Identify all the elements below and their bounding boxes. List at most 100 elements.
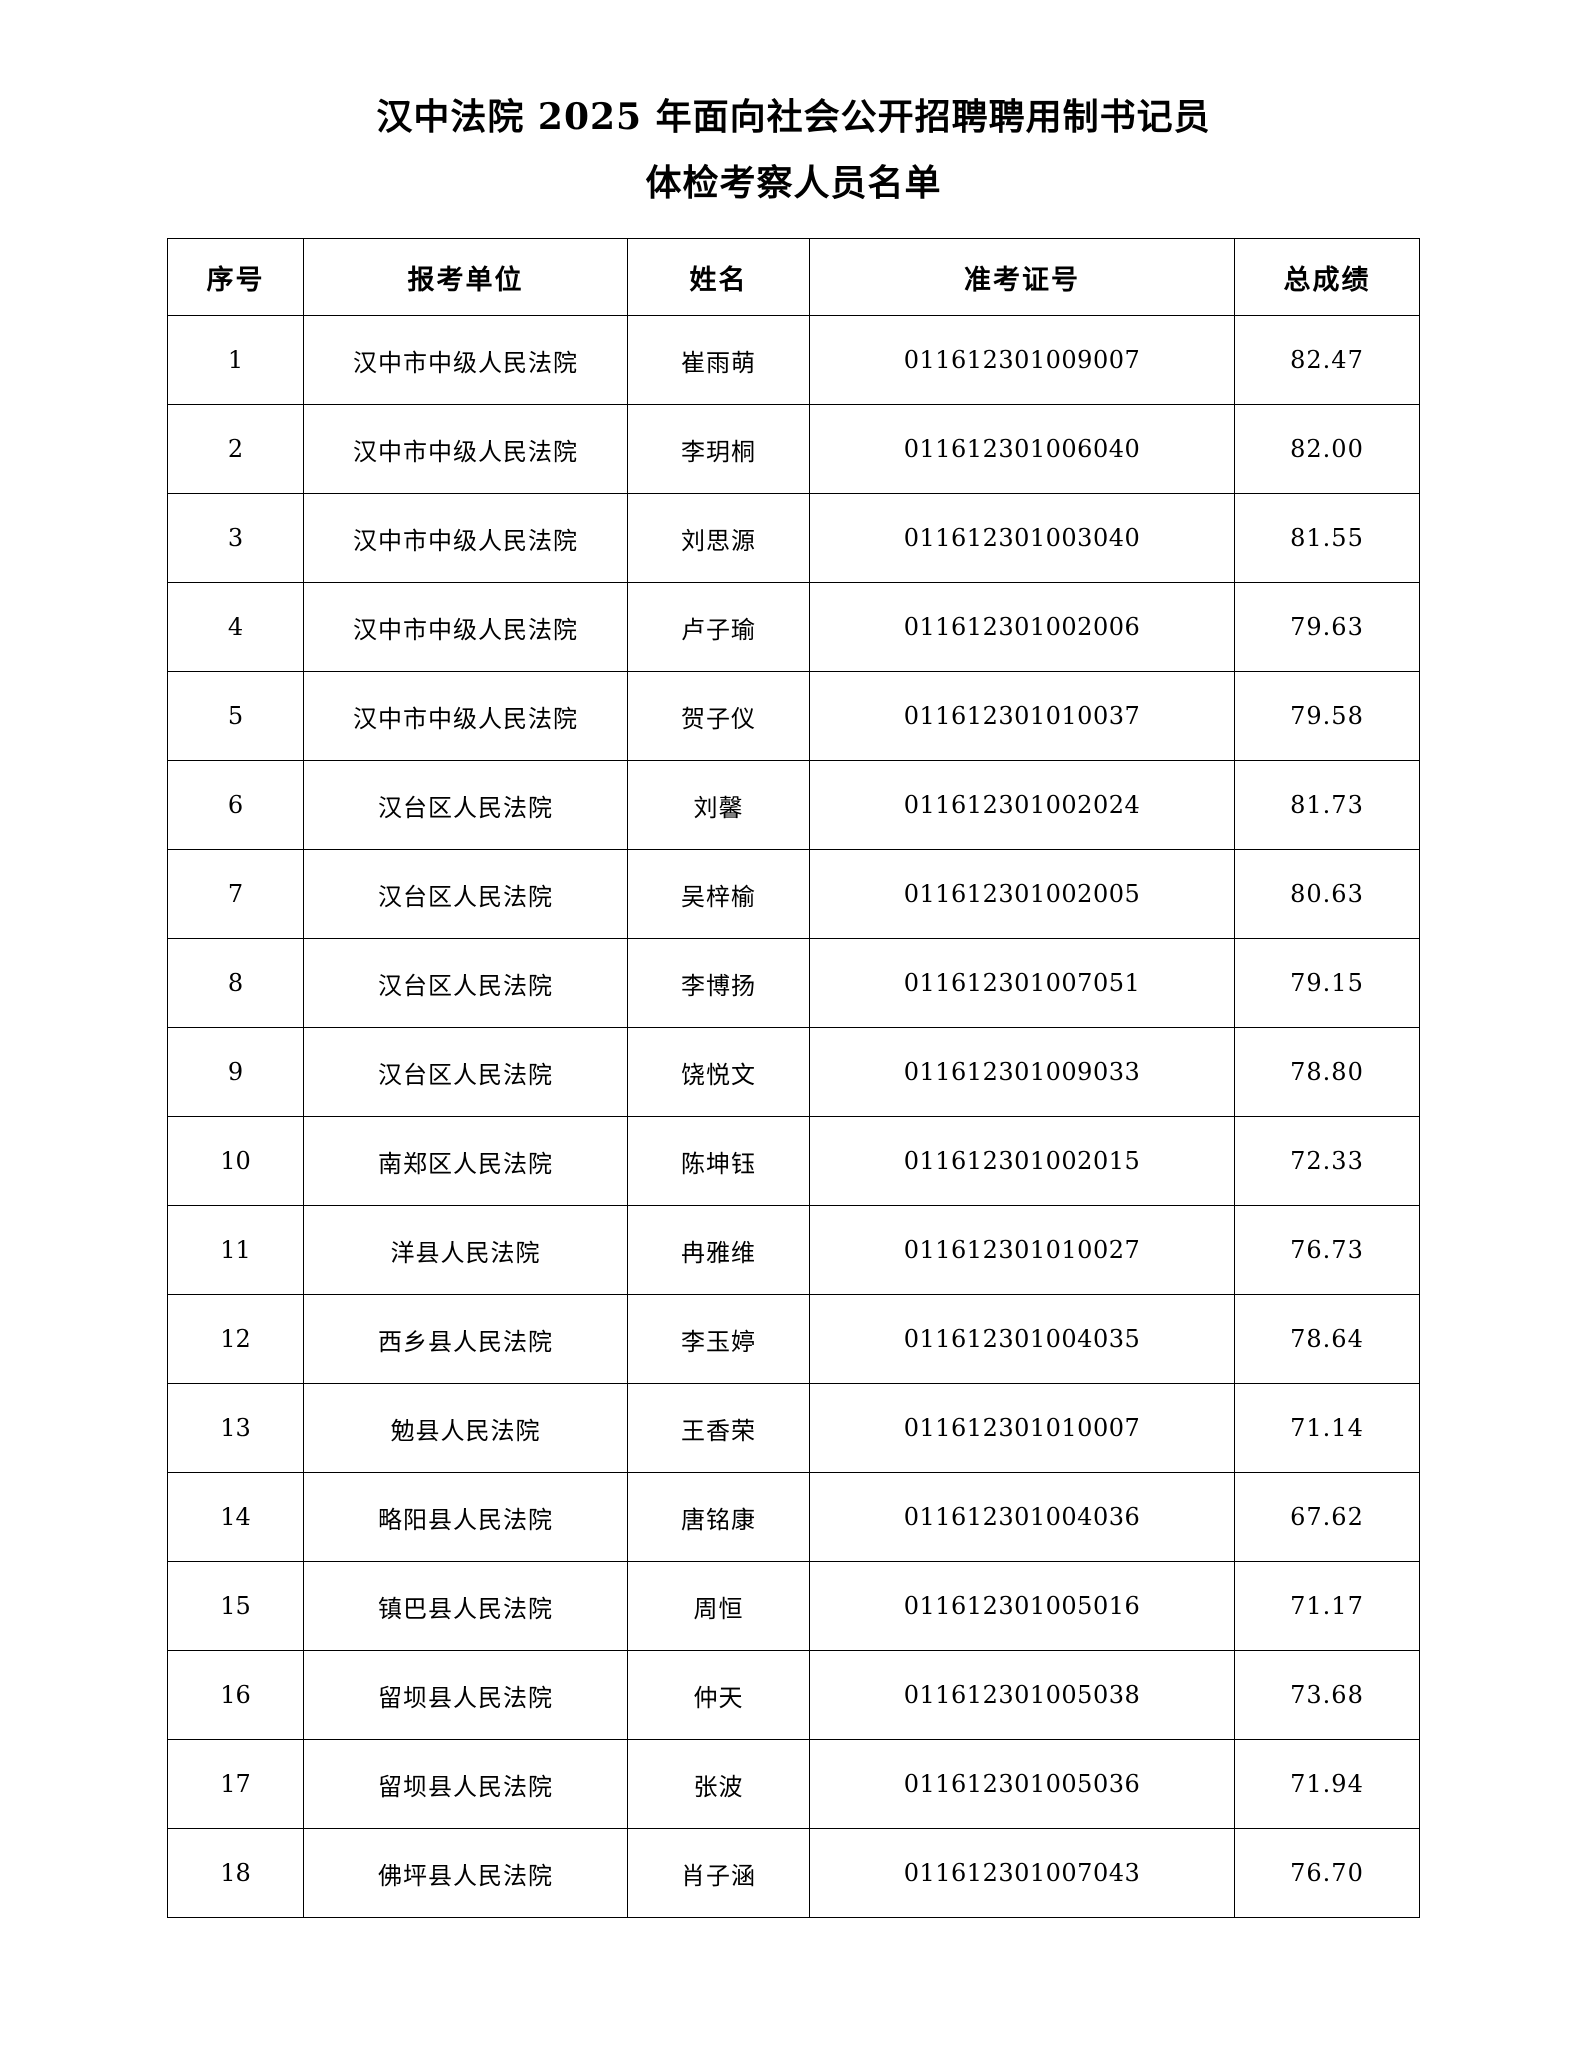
cell-unit: 汉中市中级人民法院 [303, 582, 628, 672]
table-row: 7 汉台区人民法院 吴梓榆 011612301002005 80.63 [167, 849, 1420, 939]
table-row: 15 镇巴县人民法院 周恒 011612301005016 71.17 [167, 1561, 1420, 1651]
cell-score: 78.80 [1234, 1027, 1420, 1117]
table-row: 2 汉中市中级人民法院 李玥桐 011612301006040 82.00 [167, 404, 1420, 494]
cell-index: 7 [167, 849, 304, 939]
table-row: 1 汉中市中级人民法院 崔雨萌 011612301009007 82.47 [167, 315, 1420, 405]
table-row: 13 勉县人民法院 王香荣 011612301010007 71.14 [167, 1383, 1420, 1473]
cell-score: 67.62 [1234, 1472, 1420, 1562]
cell-unit: 汉台区人民法院 [303, 760, 628, 850]
cell-unit: 镇巴县人民法院 [303, 1561, 628, 1651]
column-header-index: 序号 [167, 238, 304, 316]
cell-score: 71.94 [1234, 1739, 1420, 1829]
cell-index: 9 [167, 1027, 304, 1117]
cell-index: 10 [167, 1116, 304, 1206]
cell-ticket: 011612301006040 [809, 404, 1235, 494]
table-row: 17 留坝县人民法院 张波 011612301005036 71.94 [167, 1739, 1420, 1829]
cell-score: 78.64 [1234, 1294, 1420, 1384]
cell-unit: 汉台区人民法院 [303, 1027, 628, 1117]
cell-ticket: 011612301004035 [809, 1294, 1235, 1384]
table-row: 6 汉台区人民法院 刘馨 011612301002024 81.73 [167, 760, 1420, 850]
cell-unit: 洋县人民法院 [303, 1205, 628, 1295]
cell-unit: 南郑区人民法院 [303, 1116, 628, 1206]
cell-unit: 西乡县人民法院 [303, 1294, 628, 1384]
cell-index: 8 [167, 938, 304, 1028]
table-row: 3 汉中市中级人民法院 刘思源 011612301003040 81.55 [167, 493, 1420, 583]
cell-unit: 汉台区人民法院 [303, 938, 628, 1028]
roster-table-wrapper: 序号 报考单位 姓名 准考证号 总成绩 1 汉中市中级人民法院 崔雨萌 0116123… [0, 238, 1587, 1918]
cell-ticket: 011612301002015 [809, 1116, 1235, 1206]
cell-ticket: 011612301004036 [809, 1472, 1235, 1562]
table-row: 16 留坝县人民法院 仲天 011612301005038 73.68 [167, 1650, 1420, 1740]
cell-score: 80.63 [1234, 849, 1420, 939]
column-header-ticket: 准考证号 [809, 238, 1235, 316]
table-row: 11 洋县人民法院 冉雅维 011612301010027 76.73 [167, 1205, 1420, 1295]
cell-unit: 略阳县人民法院 [303, 1472, 628, 1562]
cell-name: 饶悦文 [627, 1027, 810, 1117]
cell-score: 76.73 [1234, 1205, 1420, 1295]
cell-score: 73.68 [1234, 1650, 1420, 1740]
cell-name: 张波 [627, 1739, 810, 1829]
table-row: 12 西乡县人民法院 李玉婷 011612301004035 78.64 [167, 1294, 1420, 1384]
cell-ticket: 011612301002024 [809, 760, 1235, 850]
cell-score: 82.00 [1234, 404, 1420, 494]
cell-name: 唐铭康 [627, 1472, 810, 1562]
table-row: 8 汉台区人民法院 李博扬 011612301007051 79.15 [167, 938, 1420, 1028]
cell-name: 仲天 [627, 1650, 810, 1740]
cell-score: 81.73 [1234, 760, 1420, 850]
table-row: 10 南郑区人民法院 陈坤钰 011612301002015 72.33 [167, 1116, 1420, 1206]
cell-index: 13 [167, 1383, 304, 1473]
cell-unit: 留坝县人民法院 [303, 1650, 628, 1740]
column-header-score: 总成绩 [1234, 238, 1420, 316]
cell-score: 79.63 [1234, 582, 1420, 672]
cell-score: 82.47 [1234, 315, 1420, 405]
cell-ticket: 011612301005036 [809, 1739, 1235, 1829]
cell-ticket: 011612301005038 [809, 1650, 1235, 1740]
cell-unit: 汉中市中级人民法院 [303, 671, 628, 761]
page-title-line-1: 汉中法院 2025 年面向社会公开招聘聘用制书记员 [376, 96, 1211, 138]
cell-name: 李玉婷 [627, 1294, 810, 1384]
cell-unit: 汉中市中级人民法院 [303, 315, 628, 405]
cell-name: 崔雨萌 [627, 315, 810, 405]
cell-ticket: 011612301005016 [809, 1561, 1235, 1651]
cell-ticket: 011612301010007 [809, 1383, 1235, 1473]
cell-index: 17 [167, 1739, 304, 1829]
cell-name: 陈坤钰 [627, 1116, 810, 1206]
cell-unit: 留坝县人民法院 [303, 1739, 628, 1829]
cell-name: 吴梓榆 [627, 849, 810, 939]
cell-score: 71.14 [1234, 1383, 1420, 1473]
cell-index: 16 [167, 1650, 304, 1740]
table-row: 4 汉中市中级人民法院 卢子瑜 011612301002006 79.63 [167, 582, 1420, 672]
cell-name: 刘馨 [627, 760, 810, 850]
cell-name: 卢子瑜 [627, 582, 810, 672]
cell-ticket: 011612301002006 [809, 582, 1235, 672]
roster-table-head: 序号 报考单位 姓名 准考证号 总成绩 [167, 238, 1420, 316]
cell-unit: 佛坪县人民法院 [303, 1828, 628, 1918]
cell-ticket: 011612301007051 [809, 938, 1235, 1028]
cell-index: 18 [167, 1828, 304, 1918]
roster-table: 序号 报考单位 姓名 准考证号 总成绩 1 汉中市中级人民法院 崔雨萌 0116123… [167, 238, 1420, 1918]
cell-unit: 勉县人民法院 [303, 1383, 628, 1473]
column-header-unit: 报考单位 [303, 238, 628, 316]
cell-ticket: 011612301010037 [809, 671, 1235, 761]
cell-ticket: 011612301002005 [809, 849, 1235, 939]
cell-name: 周恒 [627, 1561, 810, 1651]
cell-score: 81.55 [1234, 493, 1420, 583]
table-row: 9 汉台区人民法院 饶悦文 011612301009033 78.80 [167, 1027, 1420, 1117]
cell-index: 6 [167, 760, 304, 850]
cell-score: 79.15 [1234, 938, 1420, 1028]
roster-table-body: 1 汉中市中级人民法院 崔雨萌 011612301009007 82.47 2 汉中市中级人… [167, 315, 1420, 1918]
cell-name: 肖子涵 [627, 1828, 810, 1918]
cell-ticket: 011612301009007 [809, 315, 1235, 405]
cell-score: 71.17 [1234, 1561, 1420, 1651]
cell-index: 3 [167, 493, 304, 583]
page-title-line-2: 体检考察人员名单 [645, 162, 942, 204]
cell-name: 李玥桐 [627, 404, 810, 494]
cell-index: 12 [167, 1294, 304, 1384]
cell-name: 王香荣 [627, 1383, 810, 1473]
cell-index: 2 [167, 404, 304, 494]
cell-ticket: 011612301003040 [809, 493, 1235, 583]
cell-index: 5 [167, 671, 304, 761]
cell-name: 贺子仪 [627, 671, 810, 761]
cell-ticket: 011612301009033 [809, 1027, 1235, 1117]
